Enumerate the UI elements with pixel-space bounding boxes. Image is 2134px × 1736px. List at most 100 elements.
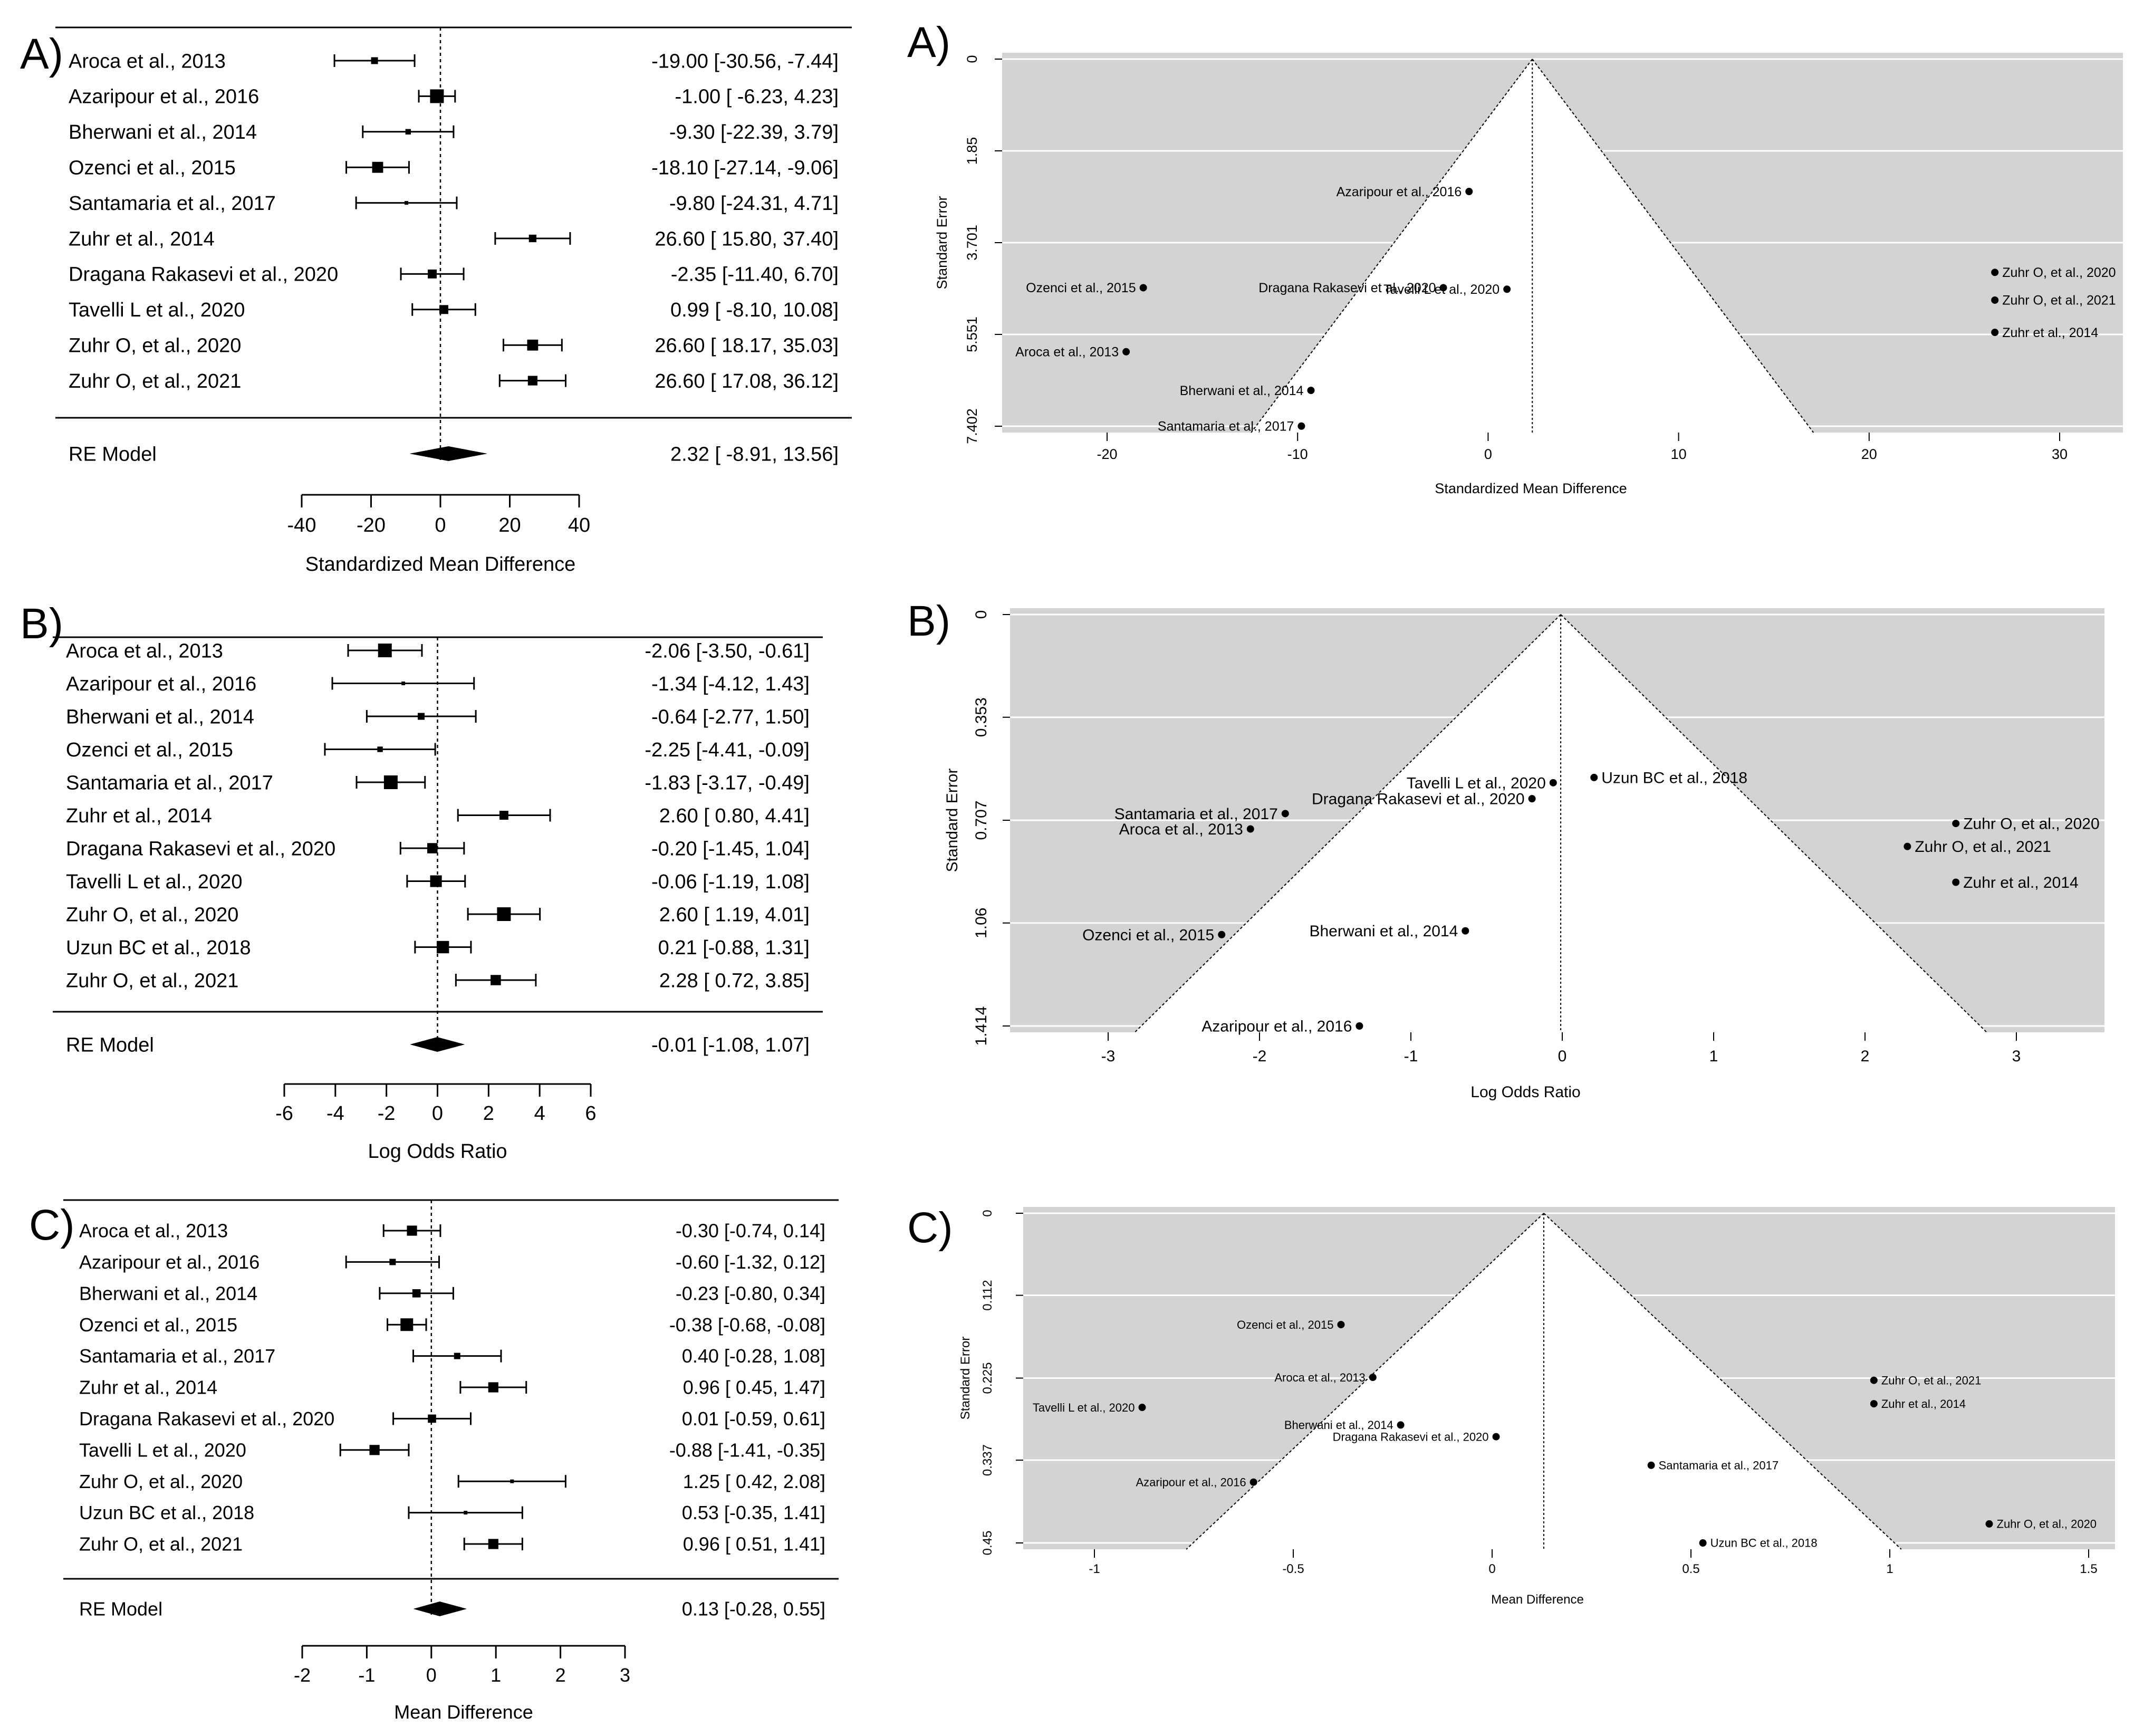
effect-square xyxy=(428,269,437,279)
point-label: Aroca et al., 2013 xyxy=(1274,1371,1365,1384)
effect-square xyxy=(401,682,406,685)
summary-ci-text: 2.32 [ -8.91, 13.56] xyxy=(670,443,839,465)
effect-square xyxy=(491,975,501,985)
point-label: Azaripour et al., 2016 xyxy=(1201,1018,1352,1035)
effect-ci-text: 26.60 [ 15.80, 37.40] xyxy=(655,228,839,250)
study-label: Bherwani et al., 2014 xyxy=(79,1282,257,1304)
y-tick-label: 0 xyxy=(973,610,990,619)
forest-row: Tavelli L et al., 2020 0.99 [ -8.10, 10.0… xyxy=(69,299,839,321)
x-tick-label: 0 xyxy=(1484,446,1492,462)
point-label: Ozenci et al., 2015 xyxy=(1026,281,1136,295)
point-label: Dragana Rakasevi et al., 2020 xyxy=(1333,1430,1489,1443)
effect-ci-text: -19.00 [-30.56, -7.44] xyxy=(651,50,839,72)
study-point xyxy=(1462,927,1469,935)
effect-square xyxy=(412,1289,421,1298)
funnel-point-group: Dragana Rakasevi et al., 2020 xyxy=(1258,281,1447,295)
effect-ci-text: -1.34 [-4.12, 1.43] xyxy=(651,673,810,695)
effect-ci-text: -0.30 [-0.74, 0.14] xyxy=(676,1220,825,1242)
funnel-point-group: Santamaria et al., 2017 xyxy=(1647,1459,1779,1472)
study-label: Zuhr O, et al., 2021 xyxy=(66,970,238,992)
point-label: Ozenci et al., 2015 xyxy=(1237,1318,1333,1331)
study-point xyxy=(1397,1421,1405,1429)
study-label: Azaripour et al., 2016 xyxy=(79,1251,259,1273)
x-axis-title: Standardized Mean Difference xyxy=(305,553,576,576)
study-label: Ozenci et al., 2015 xyxy=(69,157,236,179)
forest-row: Zuhr O, et al., 2020 26.60 [ 18.17, 35.03… xyxy=(69,335,839,357)
y-tick-label: 0.337 xyxy=(981,1444,995,1476)
funnel-point-group: Tavelli L et al., 2020 xyxy=(1407,774,1557,792)
x-tick-label: 0 xyxy=(1488,1562,1495,1576)
effect-ci-text: 2.60 [ 0.80, 4.41] xyxy=(659,805,810,827)
study-point xyxy=(1297,422,1305,430)
effect-square xyxy=(454,1353,460,1359)
effect-square xyxy=(405,129,411,135)
study-point xyxy=(1465,188,1473,196)
forest-row: Uzun BC et al., 2018 0.53 [-0.35, 1.41] xyxy=(79,1502,825,1523)
y-tick-label: 0 xyxy=(981,1210,995,1216)
forest-row: Zuhr O, et al., 2020 2.60 [ 1.19, 4.01] xyxy=(66,904,810,926)
point-label: Zuhr et al., 2014 xyxy=(2002,325,2098,340)
funnel-point-group: Zuhr O, et al., 2021 xyxy=(1870,1374,1982,1387)
effect-ci-text: 26.60 [ 17.08, 36.12] xyxy=(655,370,839,392)
point-label: Tavelli L et al., 2020 xyxy=(1383,282,1499,297)
funnel-point-group: Ozenci et al., 2015 xyxy=(1237,1318,1345,1331)
study-label: Zuhr O, et al., 2020 xyxy=(66,904,238,926)
study-label: Zuhr O, et al., 2020 xyxy=(79,1471,243,1492)
study-label: Ozenci et al., 2015 xyxy=(66,739,233,761)
point-label: Zuhr O, et al., 2020 xyxy=(2002,265,2116,280)
funnel-point-group: Azaripour et al., 2016 xyxy=(1201,1018,1363,1035)
study-label: Santamaria et al., 2017 xyxy=(79,1345,275,1367)
y-tick-label: 0.353 xyxy=(973,697,990,737)
effect-ci-text: 26.60 [ 18.17, 35.03] xyxy=(655,335,839,357)
x-tick-label: 2 xyxy=(483,1102,494,1125)
study-point xyxy=(1647,1461,1655,1469)
point-label: Santamaria et al., 2017 xyxy=(1158,419,1294,434)
panel-label: C) xyxy=(29,1201,75,1249)
effect-ci-text: 0.40 [-0.28, 1.08] xyxy=(682,1345,825,1367)
study-label: Zuhr O, et al., 2021 xyxy=(79,1533,243,1555)
point-label: Aroca et al., 2013 xyxy=(1119,821,1243,838)
study-point xyxy=(1218,931,1226,938)
funnel-boundary-left xyxy=(1251,59,1533,433)
funnel-point-group: Aroca et al., 2013 xyxy=(1119,821,1254,838)
study-label: Tavelli L et al., 2020 xyxy=(79,1439,246,1461)
funnel-point-group: Aroca et al., 2013 xyxy=(1274,1371,1377,1384)
effect-square xyxy=(400,1318,414,1331)
panel-label: B) xyxy=(20,600,63,648)
forest-row: Ozenci et al., 2015 -18.10 [-27.14, -9.06… xyxy=(69,157,839,179)
x-tick-label: -0.5 xyxy=(1282,1562,1304,1576)
effect-square xyxy=(499,811,508,820)
y-tick-label: 3.701 xyxy=(964,225,980,261)
point-label: Zuhr O, et al., 2021 xyxy=(1881,1374,1982,1387)
effect-square xyxy=(430,875,442,887)
x-tick-label: 0.5 xyxy=(1682,1562,1699,1576)
x-tick-label: 1 xyxy=(491,1664,501,1686)
x-tick-label: -20 xyxy=(1097,446,1117,462)
effect-ci-text: -2.25 [-4.41, -0.09] xyxy=(645,739,810,761)
effect-ci-text: -0.23 [-0.80, 0.34] xyxy=(676,1282,825,1304)
x-tick-label: 10 xyxy=(1671,446,1687,462)
point-label: Uzun BC et al., 2018 xyxy=(1710,1537,1818,1550)
point-label: Santamaria et al., 2017 xyxy=(1114,805,1278,823)
point-label: Bherwani et al., 2014 xyxy=(1284,1418,1393,1432)
effect-square xyxy=(377,746,383,752)
y-tick-label: 5.551 xyxy=(964,316,980,352)
effect-ci-text: -1.83 [-3.17, -0.49] xyxy=(645,772,810,794)
study-point xyxy=(1870,1376,1878,1384)
effect-ci-text: -0.88 [-1.41, -0.35] xyxy=(669,1439,825,1461)
funnel-point-group: Dragana Rakasevi et al., 2020 xyxy=(1333,1430,1500,1443)
effect-square xyxy=(383,775,398,789)
study-point xyxy=(1991,296,1999,304)
y-tick-label: 1.414 xyxy=(973,1006,990,1046)
study-point xyxy=(1985,1520,1993,1528)
effect-ci-text: -0.20 [-1.45, 1.04] xyxy=(651,838,810,860)
study-point xyxy=(1503,285,1511,293)
forest-row: Santamaria et al., 2017 -9.80 [-24.31, 4.… xyxy=(69,193,839,215)
effect-square xyxy=(528,234,537,243)
x-axis-title: Log Odds Ratio xyxy=(368,1140,507,1163)
effect-ci-text: -0.06 [-1.19, 1.08] xyxy=(651,871,810,893)
x-tick-label: 30 xyxy=(2052,446,2068,462)
summary-ci-text: 0.13 [-0.28, 0.55] xyxy=(682,1598,825,1620)
effect-square xyxy=(405,201,409,205)
funnel-point-group: Ozenci et al., 2015 xyxy=(1082,926,1226,944)
